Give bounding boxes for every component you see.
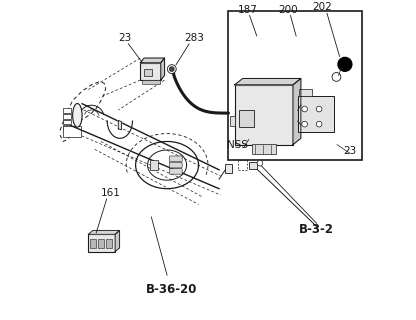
Text: 202: 202	[312, 3, 332, 12]
FancyBboxPatch shape	[169, 169, 182, 174]
Polygon shape	[115, 230, 119, 252]
Polygon shape	[118, 120, 121, 130]
Bar	[63, 125, 71, 130]
Bar	[63, 114, 71, 119]
Circle shape	[316, 121, 322, 127]
Bar	[140, 63, 161, 80]
Ellipse shape	[73, 104, 82, 127]
Text: 23: 23	[344, 146, 357, 156]
Text: 283: 283	[184, 33, 204, 43]
Circle shape	[167, 65, 176, 74]
Bar	[299, 89, 312, 96]
Polygon shape	[88, 230, 119, 234]
Bar	[235, 85, 293, 145]
Bar	[106, 239, 111, 249]
Bar	[63, 126, 81, 137]
Bar	[144, 69, 152, 76]
Text: 187: 187	[238, 4, 257, 15]
Circle shape	[338, 57, 352, 71]
FancyBboxPatch shape	[169, 162, 182, 168]
Text: 200: 200	[278, 4, 298, 15]
Circle shape	[332, 73, 341, 81]
Bar	[230, 116, 235, 126]
FancyBboxPatch shape	[169, 156, 182, 162]
Circle shape	[302, 106, 307, 112]
Text: 23: 23	[118, 33, 131, 43]
Bar	[63, 108, 71, 113]
Text: NSS: NSS	[228, 140, 248, 150]
Bar	[88, 234, 115, 252]
Polygon shape	[235, 78, 301, 85]
Bar	[150, 160, 158, 170]
Bar	[249, 162, 257, 169]
Circle shape	[257, 160, 263, 166]
Bar	[63, 120, 71, 124]
Polygon shape	[140, 58, 165, 63]
Bar	[298, 96, 334, 132]
Polygon shape	[293, 78, 301, 145]
Bar	[141, 80, 160, 84]
Bar	[238, 110, 254, 127]
Text: B-36-20: B-36-20	[146, 283, 198, 296]
Bar	[225, 164, 232, 173]
Circle shape	[302, 121, 307, 127]
Polygon shape	[161, 58, 165, 80]
Text: 161: 161	[101, 188, 120, 198]
Bar	[98, 239, 104, 249]
Bar	[90, 239, 96, 249]
Circle shape	[170, 67, 174, 71]
Bar	[252, 144, 276, 154]
Bar	[228, 11, 362, 160]
Circle shape	[316, 106, 322, 112]
Text: B-3-2: B-3-2	[299, 223, 334, 236]
